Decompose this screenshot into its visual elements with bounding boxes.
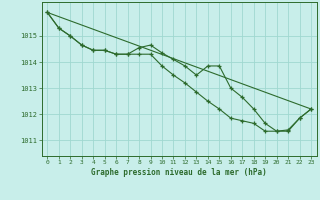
X-axis label: Graphe pression niveau de la mer (hPa): Graphe pression niveau de la mer (hPa) [91, 168, 267, 177]
